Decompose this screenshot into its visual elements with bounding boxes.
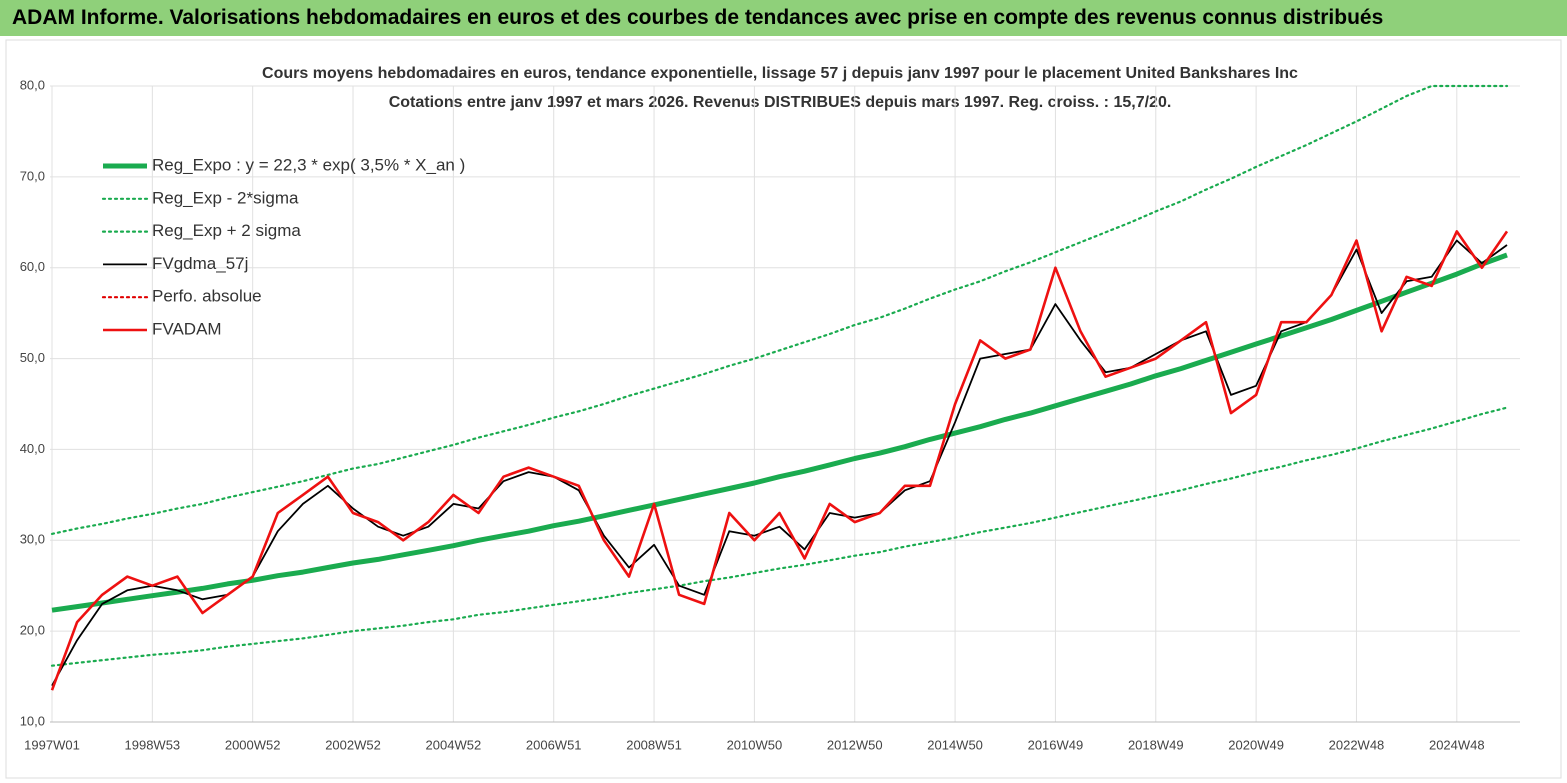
y-tick-label: 60,0 <box>20 259 45 274</box>
y-tick-label: 10,0 <box>20 713 45 728</box>
report-title: ADAM Informe. Valorisations hebdomadaire… <box>0 0 1567 36</box>
series-line <box>51 239 1508 687</box>
legend-label: FVADAM <box>152 319 222 338</box>
y-tick-label: 50,0 <box>20 350 45 365</box>
y-tick-label: 20,0 <box>20 623 45 638</box>
x-tick-label: 1998W53 <box>125 737 181 752</box>
legend-label: Reg_Exp - 2*sigma <box>152 188 299 207</box>
x-tick-label: 2000W52 <box>225 737 281 752</box>
x-tick-label: 1997W01 <box>24 737 80 752</box>
series-line <box>51 252 1508 613</box>
x-tick-label: 2016W49 <box>1028 737 1084 752</box>
series-line <box>50 230 1509 691</box>
x-tick-label: 2014W50 <box>927 737 983 752</box>
x-tick-label: 2004W52 <box>426 737 482 752</box>
legend-label: FVgdma_57j <box>152 254 248 273</box>
x-tick-label: 2010W50 <box>727 737 783 752</box>
series-line <box>50 84 1509 535</box>
y-tick-label: 80,0 <box>20 77 45 92</box>
x-tick-label: 2022W48 <box>1329 737 1385 752</box>
x-tick-label: 2012W50 <box>827 737 883 752</box>
chart-title: Cours moyens hebdomadaires en euros, ten… <box>262 65 1298 82</box>
chart-frame <box>5 39 1562 779</box>
y-tick-label: 70,0 <box>20 168 45 183</box>
x-tick-label: 2018W49 <box>1128 737 1184 752</box>
legend-label: Reg_Expo : y = 22,3 * exp( 3,5% * X_an ) <box>152 155 465 174</box>
legend-label: Reg_Exp + 2 sigma <box>152 221 301 240</box>
chart: Cours moyens hebdomadaires en euros, ten… <box>5 39 1562 779</box>
legend-label: Perfo. absolue <box>152 287 262 306</box>
y-tick-label: 40,0 <box>20 441 45 456</box>
x-tick-label: 2002W52 <box>325 737 381 752</box>
series-line <box>50 406 1509 667</box>
x-tick-label: 2006W51 <box>526 737 582 752</box>
y-tick-label: 30,0 <box>20 532 45 547</box>
chart-subtitle: Cotations entre janv 1997 et mars 2026. … <box>389 94 1172 111</box>
x-tick-label: 2008W51 <box>626 737 682 752</box>
x-tick-label: 2024W48 <box>1429 737 1485 752</box>
x-tick-label: 2020W49 <box>1228 737 1284 752</box>
